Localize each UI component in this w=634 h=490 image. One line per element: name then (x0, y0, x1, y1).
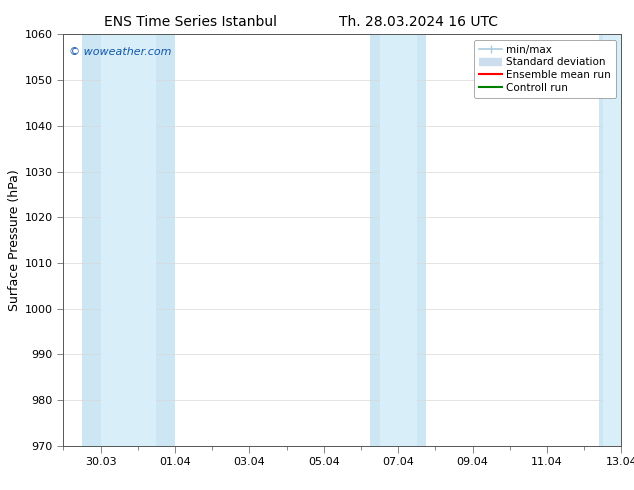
Bar (101, 34, 157, 446)
Bar (599, 34, 621, 446)
Text: Th. 28.03.2024 16 UTC: Th. 28.03.2024 16 UTC (339, 15, 498, 29)
Bar (603, 34, 621, 446)
Bar (82, 34, 175, 446)
Text: ENS Time Series Istanbul: ENS Time Series Istanbul (104, 15, 276, 29)
Text: © woweather.com: © woweather.com (69, 47, 171, 57)
Bar (380, 34, 417, 446)
Y-axis label: Surface Pressure (hPa): Surface Pressure (hPa) (8, 169, 21, 311)
Bar (370, 34, 426, 446)
Legend: min/max, Standard deviation, Ensemble mean run, Controll run: min/max, Standard deviation, Ensemble me… (474, 40, 616, 98)
